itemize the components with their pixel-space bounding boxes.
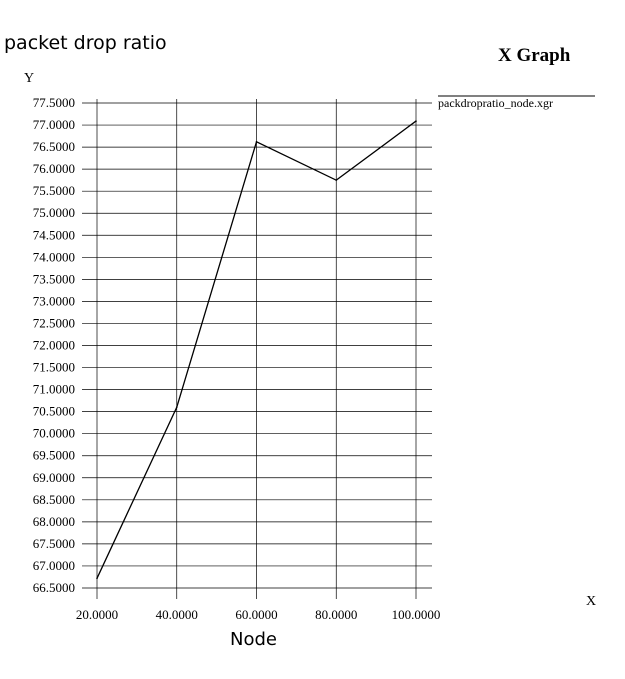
legend: packdropratio_node.xgr <box>438 95 595 110</box>
y-tick-label: 73.5000 <box>33 271 75 286</box>
data-point <box>96 577 98 580</box>
x-tick-label: 20.0000 <box>76 607 118 622</box>
x-axis-letter: X <box>586 594 596 609</box>
y-tick-label: 77.0000 <box>33 117 75 132</box>
y-tick-label: 74.5000 <box>33 227 75 242</box>
grid-lines <box>82 99 432 599</box>
y-tick-label: 71.5000 <box>33 360 75 375</box>
y-tick-label: 68.5000 <box>33 492 75 507</box>
y-tick-label: 75.5000 <box>33 183 75 198</box>
y-tick-label: 67.0000 <box>33 558 75 573</box>
data-point <box>335 179 338 181</box>
legend-entry: packdropratio_node.xgr <box>438 96 553 110</box>
series-layer <box>96 120 417 580</box>
x-tick-label: 80.0000 <box>315 607 357 622</box>
y-tick-label: 75.0000 <box>33 205 75 220</box>
x-tick-label: 100.0000 <box>392 607 441 622</box>
data-point <box>175 406 178 409</box>
y-tick-label: 66.5000 <box>33 580 75 595</box>
chart-title: packet drop ratio <box>4 32 167 54</box>
x-tick-label: 40.0000 <box>156 607 198 622</box>
x-tick-label: 60.0000 <box>235 607 277 622</box>
y-tick-label: 71.0000 <box>33 382 75 397</box>
y-tick-label: 76.5000 <box>33 139 75 154</box>
data-point <box>255 141 258 143</box>
y-tick-label: 76.0000 <box>33 161 75 176</box>
x-axis-label: Node <box>230 629 277 650</box>
y-tick-label: 70.0000 <box>33 426 75 441</box>
y-tick-label: 72.5000 <box>33 315 75 330</box>
y-axis-letter: Y <box>24 71 34 86</box>
y-tick-label: 77.5000 <box>33 95 75 110</box>
y-tick-label: 73.0000 <box>33 293 75 308</box>
data-point <box>415 120 417 122</box>
y-tick-label: 69.0000 <box>33 470 75 485</box>
y-tick-label: 72.0000 <box>33 338 75 353</box>
y-tick-label: 68.0000 <box>33 514 75 529</box>
y-tick-label: 67.5000 <box>33 536 75 551</box>
y-tick-label: 69.5000 <box>33 448 75 463</box>
graph-window-title: X Graph <box>498 45 571 66</box>
y-tick-label: 74.0000 <box>33 249 75 264</box>
tick-labels: 66.5000 67.0000 67.5000 68.0000 68.5000 69.00… <box>33 95 441 622</box>
y-tick-label: 70.5000 <box>33 404 75 419</box>
